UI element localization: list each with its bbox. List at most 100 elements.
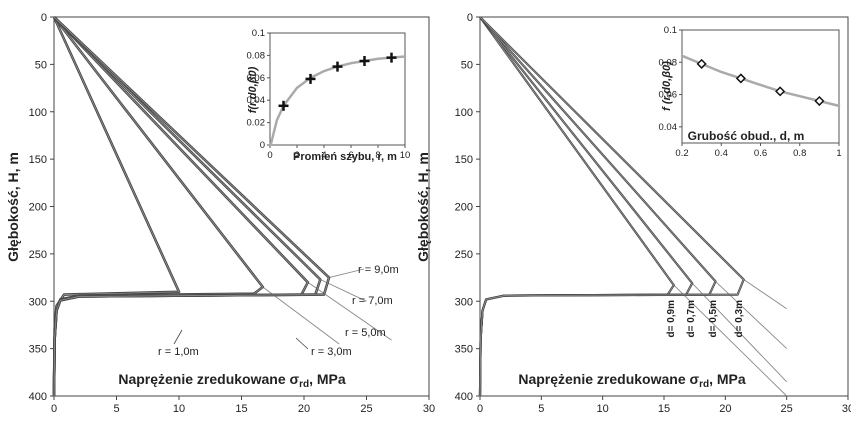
label-r-1: r = 1,0m [158, 346, 199, 358]
right-inset-data-point [775, 86, 786, 97]
left-inset-y-tick-label: 0.08 [247, 50, 266, 61]
left-series-highlight [53, 16, 330, 397]
right-inset: 0.2 0.4 0.6 0.8 1 0.04 0.06 0.08 0.1 Grubość obu… [659, 22, 846, 166]
left-y-tick-label: 250 [29, 249, 47, 261]
right-inset-y-tick-label: 0.06 [659, 90, 678, 101]
right-x-tick-label: 0 [477, 403, 483, 415]
left-y-axis-title: Głębokość, H, m [5, 152, 21, 262]
right-series-extension [691, 282, 788, 383]
left-x-tick-label: 30 [423, 403, 435, 415]
label-r-3: r = 3,0m [311, 346, 352, 358]
right-inset-y-tick-label: 0.1 [664, 25, 677, 36]
left-y-tick-label: 50 [35, 59, 47, 71]
right-x-tick-label: 5 [538, 403, 544, 415]
label-d-07: d= 0,7m [686, 300, 697, 338]
right-inset-frame [681, 29, 840, 144]
right-y-tick-label: 350 [455, 344, 473, 356]
left-inset-data-point [278, 100, 289, 111]
right-inset-fit-curve [680, 54, 841, 108]
left-x-axis-title: Naprężenie zredukowane σrd, MPa [118, 371, 346, 390]
left-inset-data-point [386, 52, 397, 63]
right-inset-data-point [735, 73, 746, 84]
right-inset-x-tick-label: 0.2 [675, 148, 688, 159]
label-r-9: r = 9,0m [358, 264, 399, 276]
left-inset-frame [269, 32, 406, 146]
left-x-tick-label: 15 [235, 403, 247, 415]
left-inset-y-tick-label: 0 [260, 140, 265, 151]
left-y-tick-label: 300 [29, 296, 47, 308]
leader-r-3 [295, 337, 309, 350]
left-y-tick-label: 350 [29, 344, 47, 356]
right-y-tick-label: 0 [467, 12, 473, 24]
left-inset-y-tick-label: 0.04 [247, 95, 266, 106]
right-series [478, 16, 788, 397]
right-y-tick-label: 150 [455, 154, 473, 166]
right-inset-x-tick-label: 0.4 [715, 148, 728, 159]
left-inset-data [269, 52, 407, 147]
label-r-5: r = 5,0m [345, 327, 386, 339]
right-y-tick-label: 250 [455, 249, 473, 261]
left-series-extension [328, 268, 365, 279]
left-inset-data-point [359, 56, 370, 66]
left-x-tick-label: 5 [113, 403, 119, 415]
right-inset-y-tick-label: 0.04 [659, 122, 678, 133]
right-series-extension [673, 284, 788, 397]
right-series-highlight [479, 16, 745, 397]
right-inset-x-title: Grubość obud., d, m [688, 129, 805, 143]
left-x-tick-label: 25 [360, 403, 372, 415]
right-series-extension [715, 281, 788, 349]
left-inset-y-tick-label: 0.06 [247, 73, 266, 84]
left-inset-y-tick-label: 0.1 [252, 28, 265, 39]
left-y-tick-label: 200 [29, 202, 47, 214]
left-inset-x-tick-label: 0 [267, 150, 272, 161]
left-inset-x-tick-label: 8 [375, 150, 380, 161]
left-y-tick-label: 150 [29, 154, 47, 166]
right-x-axis-title: Naprężenie zredukowane σrd, MPa [518, 371, 746, 390]
right-y-tick-label: 400 [455, 391, 473, 403]
right-x-tick-label: 10 [597, 403, 609, 415]
right-inset-x-tick-label: 1 [836, 148, 841, 159]
right-y-axis-title: Głębokość, H, m [415, 152, 431, 262]
right-inset-data [680, 54, 841, 108]
left-x-tick-label: 0 [51, 403, 57, 415]
right-y-tick-label: 300 [455, 296, 473, 308]
left-series-extension [262, 286, 340, 345]
right-inset-ticks: 0.2 0.4 0.6 0.8 1 0.04 0.06 0.08 0.1 [659, 25, 842, 159]
right-y-tick-label: 100 [455, 107, 473, 119]
left-inset-x-tick-label: 10 [400, 150, 411, 161]
left-series [52, 16, 392, 397]
label-d-09: d= 0,9m [666, 300, 677, 338]
label-d-05: d= 0,5m [708, 300, 719, 338]
right-x-tick-label: 30 [842, 403, 851, 415]
right-inset-data-point [696, 58, 707, 69]
left-inset-x-tick-label: 2 [294, 150, 299, 161]
left-x-tick-label: 20 [298, 403, 310, 415]
left-y-tick-label: 400 [29, 391, 47, 403]
leader-r-1 [173, 329, 183, 345]
right-inset-x-tick-label: 0.6 [754, 148, 767, 159]
left-inset-data-point [332, 61, 343, 72]
left-inset-y-title: f(r,d0,β0) [247, 66, 259, 113]
right-series-extension [743, 279, 787, 310]
right-x-tick-label: 15 [658, 403, 670, 415]
right-x-tick-label: 20 [719, 403, 731, 415]
left-y-tick-label: 0 [41, 12, 47, 24]
right-y-tick-label: 200 [455, 202, 473, 214]
right-inset-data-point [814, 95, 825, 107]
right-inset-y-title: f (r,d0,β0) [661, 61, 673, 111]
label-r-7: r = 7,0m [352, 295, 393, 307]
left-inset-data-point [305, 73, 316, 84]
left-inset-x-title: Promień szybu, r, m [293, 151, 397, 163]
right-y-tick-label: 50 [461, 59, 473, 71]
right-x-tick-label: 25 [781, 403, 793, 415]
right-inset-x-tick-label: 0.8 [793, 148, 806, 159]
left-inset-x-tick-label: 4 [321, 150, 326, 161]
left-series-extension [307, 281, 392, 341]
left-x-tick-label: 10 [173, 403, 185, 415]
right-inset-y-tick-label: 0.08 [659, 57, 678, 68]
